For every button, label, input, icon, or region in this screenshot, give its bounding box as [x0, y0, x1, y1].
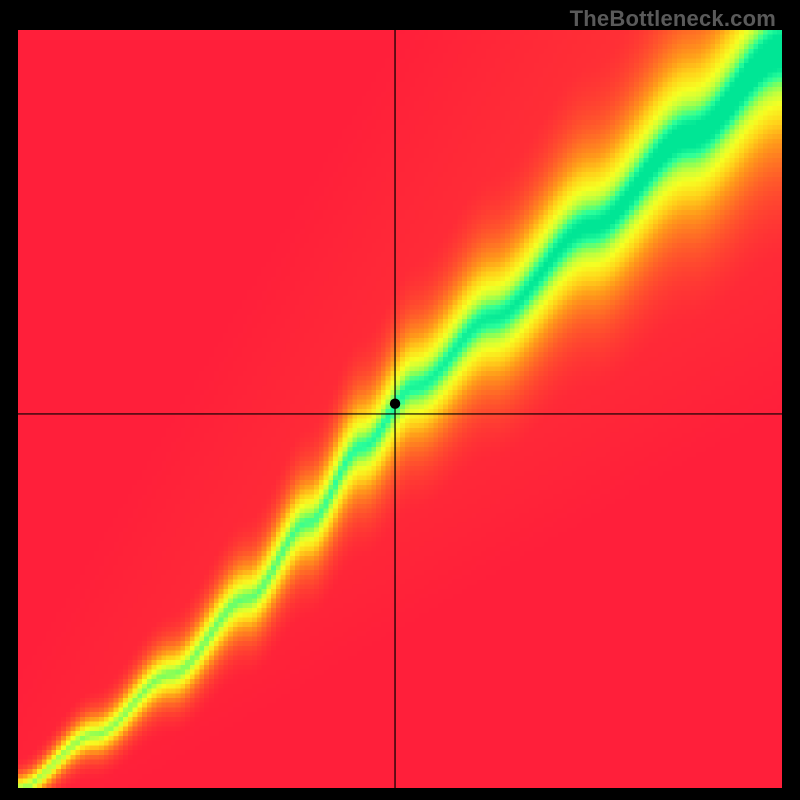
stage: TheBottleneck.com: [0, 0, 800, 800]
bottleneck-heatmap: [18, 30, 782, 788]
watermark-text: TheBottleneck.com: [570, 6, 776, 32]
